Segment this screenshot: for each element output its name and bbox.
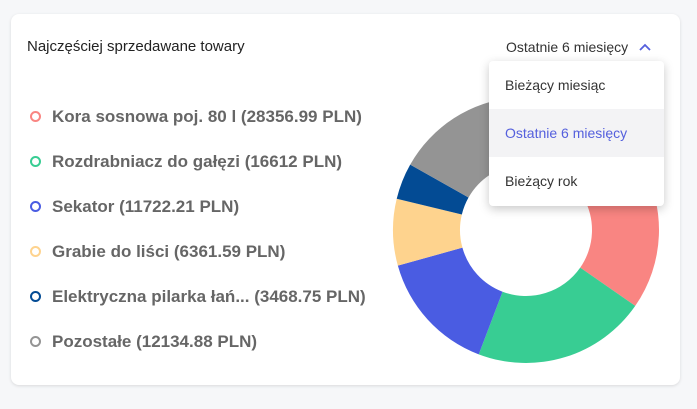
period-menu: Bieżący miesiąc Ostatnie 6 miesięcy Bieżąc…	[489, 61, 664, 206]
card-title: Najczęściej sprzedawane towary	[27, 38, 245, 55]
legend-dot-icon	[30, 336, 41, 347]
donut-slice[interactable]	[393, 198, 463, 266]
legend-item[interactable]: Sekator (11722.21 PLN)	[30, 184, 366, 229]
legend-dot-icon	[30, 246, 41, 257]
donut-slice[interactable]	[397, 247, 503, 355]
legend-item[interactable]: Pozostałe (12134.88 PLN)	[30, 319, 366, 364]
legend-item[interactable]: Kora sosnowa poj. 80 l (28356.99 PLN)	[30, 94, 366, 139]
period-dropdown[interactable]: Ostatnie 6 miesięcy	[506, 39, 652, 55]
legend-label: Elektryczna pilarka łań... (3468.75 PLN)	[52, 286, 366, 306]
legend-label: Grabie do liści (6361.59 PLN)	[52, 241, 286, 261]
legend-item[interactable]: Elektryczna pilarka łań... (3468.75 PLN)	[30, 274, 366, 319]
legend-label: Rozdrabniacz do gałęzi (16612 PLN)	[52, 151, 343, 171]
legend-dot-icon	[30, 201, 41, 212]
chart-legend: Kora sosnowa poj. 80 l (28356.99 PLN) Roz…	[30, 94, 366, 364]
legend-dot-icon	[30, 111, 41, 122]
menu-item[interactable]: Bieżący miesiąc	[505, 77, 606, 93]
donut-slice[interactable]	[478, 267, 636, 364]
legend-dot-icon	[30, 291, 41, 302]
period-selected-label: Ostatnie 6 miesięcy	[506, 39, 629, 55]
menu-item[interactable]: Bieżący rok	[505, 173, 578, 189]
legend-item[interactable]: Rozdrabniacz do gałęzi (16612 PLN)	[30, 139, 366, 184]
menu-item[interactable]: Ostatnie 6 miesięcy	[489, 109, 664, 157]
legend-item[interactable]: Grabie do liści (6361.59 PLN)	[30, 229, 366, 274]
legend-label: Kora sosnowa poj. 80 l (28356.99 PLN)	[52, 106, 362, 126]
chevron-up-icon	[639, 43, 651, 51]
legend-dot-icon	[30, 156, 41, 167]
legend-label: Pozostałe (12134.88 PLN)	[52, 331, 258, 351]
legend-label: Sekator (11722.21 PLN)	[52, 196, 240, 216]
donut-slice[interactable]	[396, 164, 469, 215]
